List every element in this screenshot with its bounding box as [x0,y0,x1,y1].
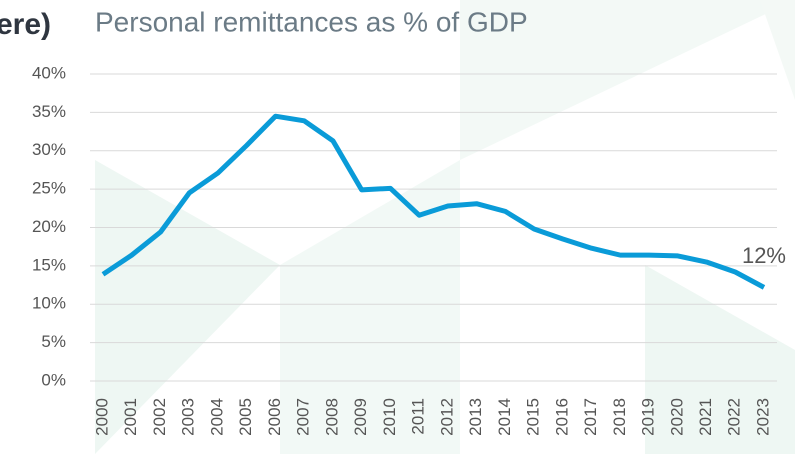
x-tick-label: 2023 [753,398,772,436]
y-tick-label: 35% [32,102,66,121]
data-label: 12% [742,243,786,268]
heading-fragment: ere) [0,8,51,41]
y-tick-label: 20% [32,217,66,236]
chart-title: Personal remittances as % of GDP [95,6,528,37]
y-tick-label: 0% [41,370,66,389]
x-tick-label: 2002 [150,398,169,436]
x-tick-label: 2009 [351,398,370,436]
x-tick-label: 2015 [524,398,543,436]
x-tick-label: 2010 [380,398,399,436]
x-tick-label: 2013 [466,398,485,436]
x-tick-label: 2001 [121,398,140,436]
x-tick-label: 2000 [92,398,111,436]
x-tick-label: 2007 [294,398,313,436]
x-tick-label: 2006 [265,398,284,436]
y-tick-label: 40% [32,63,66,82]
x-tick-label: 2021 [696,398,715,436]
x-tick-label: 2003 [179,398,198,436]
x-tick-label: 2005 [236,398,255,436]
bg-shape [645,265,795,454]
y-tick-label: 5% [41,332,66,351]
bg-shape [460,0,795,160]
y-tick-label: 15% [32,255,66,274]
x-tick-label: 2011 [409,398,428,435]
x-tick-label: 2016 [552,398,571,436]
x-tick-label: 2018 [610,398,629,436]
x-tick-label: 2014 [495,398,514,436]
bg-shape [760,0,795,100]
y-tick-label: 30% [32,140,66,159]
y-tick-label: 25% [32,179,66,198]
x-tick-label: 2004 [207,398,226,436]
x-tick-label: 2019 [639,398,658,436]
x-tick-label: 2020 [667,398,686,436]
x-tick-label: 2008 [322,398,341,436]
series-line [101,113,766,290]
x-tick-label: 2017 [581,398,600,436]
y-tick-label: 10% [32,294,66,313]
x-tick-label: 2012 [437,398,456,436]
x-tick-label: 2022 [725,398,744,436]
